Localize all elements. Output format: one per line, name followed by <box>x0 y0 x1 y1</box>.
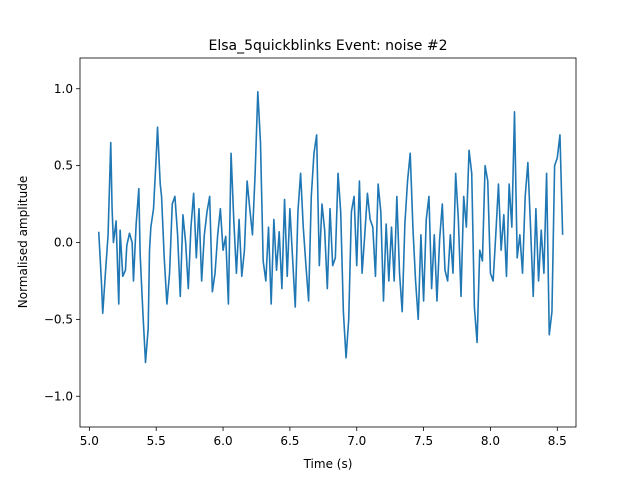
x-tick-label: 7.0 <box>347 434 366 448</box>
x-tick-label: 6.5 <box>280 434 299 448</box>
y-tick-label: 1.0 <box>54 82 73 96</box>
x-axis: 5.0 5.5 6.0 6.5 7.0 7.5 8.0 8.5 <box>80 427 567 448</box>
x-tick-label: 8.0 <box>481 434 500 448</box>
x-axis-label: Time (s) <box>303 457 353 471</box>
x-tick-label: 8.5 <box>548 434 567 448</box>
chart-title: Elsa_5quickblinks Event: noise #2 <box>209 38 448 54</box>
x-tick-label: 7.5 <box>414 434 433 448</box>
plot-area <box>97 91 564 364</box>
y-tick-label: −0.5 <box>44 312 73 326</box>
x-tick-label: 6.0 <box>214 434 233 448</box>
y-axis: −1.0 −0.5 0.0 0.5 1.0 <box>44 82 80 403</box>
y-tick-label: 0.0 <box>54 236 73 250</box>
series-line <box>97 91 564 364</box>
x-tick-label: 5.0 <box>80 434 99 448</box>
y-tick-label: 0.5 <box>54 159 73 173</box>
x-tick-label: 5.5 <box>147 434 166 448</box>
y-tick-label: −1.0 <box>44 389 73 403</box>
y-axis-label: Normalised amplitude <box>16 176 30 308</box>
